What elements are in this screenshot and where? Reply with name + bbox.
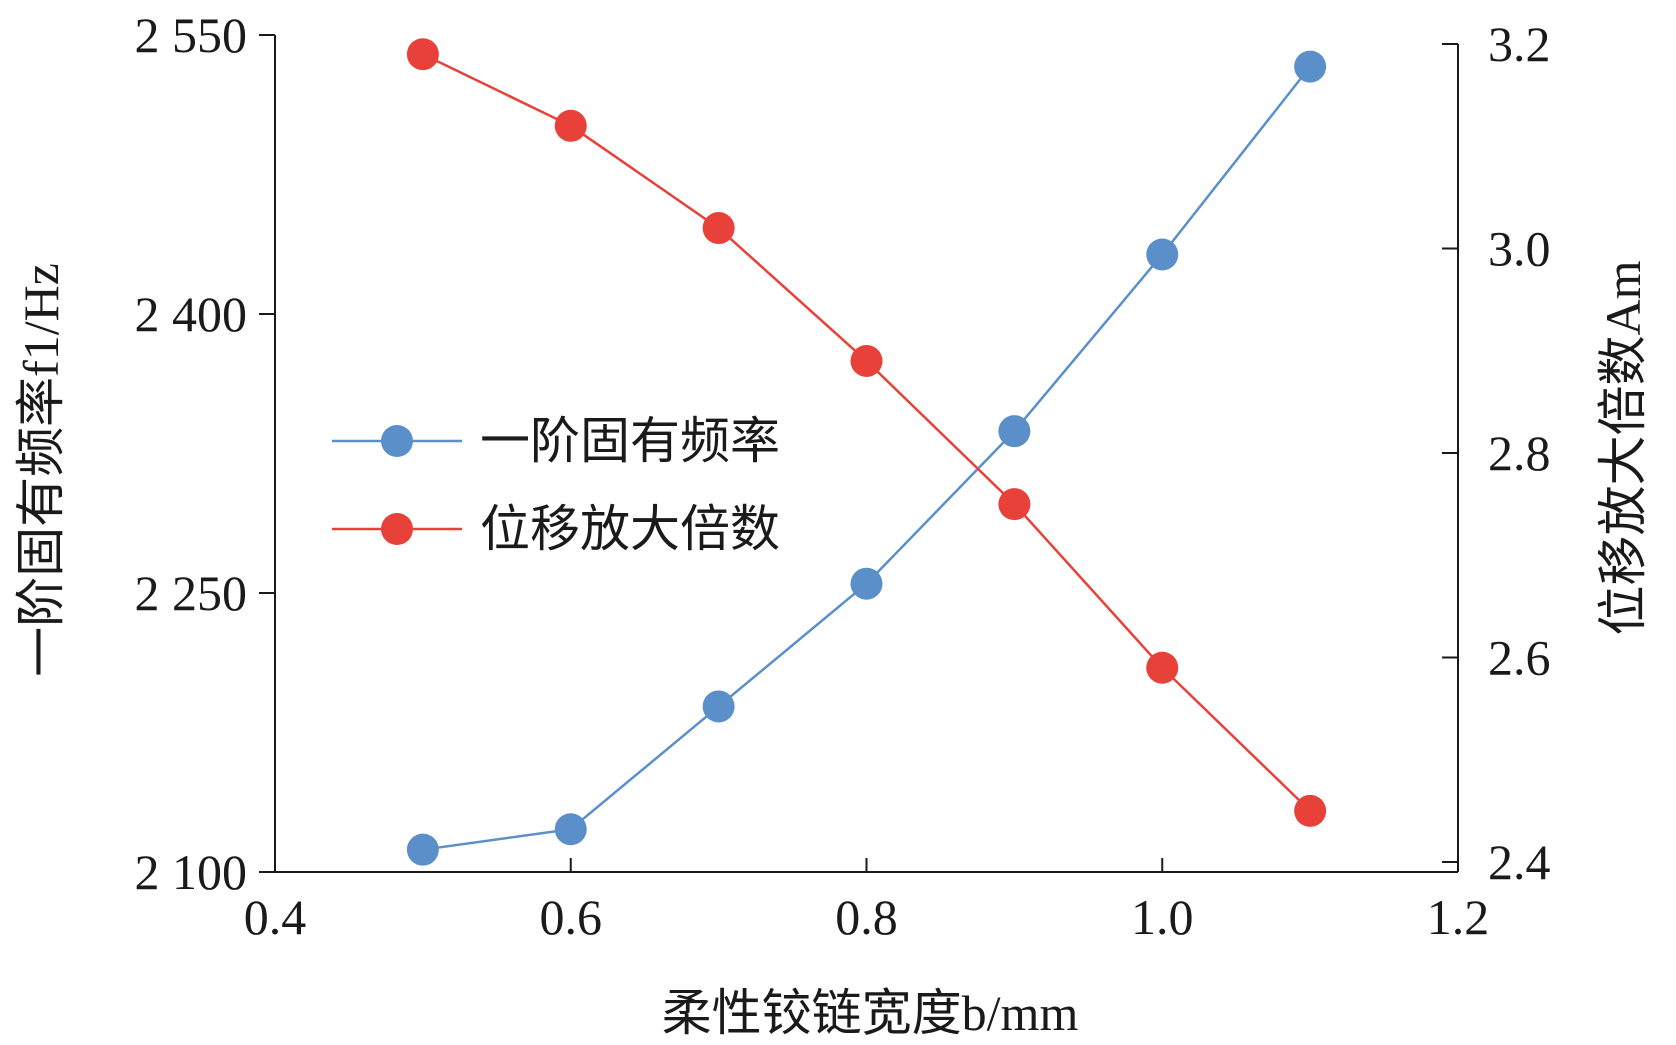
data-point-series-1 <box>1146 238 1179 271</box>
x-tick-label: 0.6 <box>540 889 603 945</box>
data-point-series-2 <box>554 109 587 142</box>
x-ticks: 0.4 0.6 0.8 1.0 1.2 <box>244 858 1490 945</box>
y-left-ticks: 2 100 2 250 2 400 2 550 <box>135 7 275 900</box>
y-left-tick-label: 2 550 <box>135 7 248 63</box>
y-right-tick-label: 3.0 <box>1488 221 1551 277</box>
data-point-series-2 <box>1294 794 1327 827</box>
axes <box>274 35 1459 873</box>
y-right-tick-label: 3.2 <box>1488 16 1551 72</box>
y-right-ticks: 2.4 2.6 2.8 3.0 3.2 <box>1442 16 1551 890</box>
data-point-series-1 <box>1294 50 1327 83</box>
legend-marker-2 <box>381 513 413 545</box>
y-right-tick-label: 2.8 <box>1488 425 1551 481</box>
x-tick-label: 0.4 <box>244 889 307 945</box>
data-point-series-1 <box>850 567 883 600</box>
data-point-series-1 <box>702 690 735 723</box>
y-left-tick-label: 2 250 <box>135 565 248 621</box>
data-point-series-1 <box>998 415 1031 448</box>
y-right-tick-label: 2.4 <box>1488 834 1551 890</box>
data-point-series-2 <box>998 488 1031 521</box>
data-point-series-2 <box>406 38 439 71</box>
ylabel-left-text: 一阶固有频率f1/Hz <box>13 263 69 677</box>
y-axis-right-label: 位移放大倍数Am <box>1595 260 1651 635</box>
x-tick-label: 1.0 <box>1131 889 1194 945</box>
legend-marker-1 <box>381 425 413 457</box>
data-point-series-1 <box>406 833 439 866</box>
data-point-series-1 <box>554 813 587 846</box>
data-point-series-2 <box>702 212 735 245</box>
data-point-series-2 <box>1146 651 1179 684</box>
series-layer <box>406 38 1327 866</box>
y-left-tick-label: 2 400 <box>135 286 248 342</box>
data-point-series-2 <box>850 344 883 377</box>
ylabel-right-text: 位移放大倍数Am <box>1595 260 1651 635</box>
y-right-tick-label: 2.6 <box>1488 630 1551 686</box>
x-tick-label: 1.2 <box>1427 889 1490 945</box>
x-axis-label: 柔性铰链宽度b/mm <box>662 985 1079 1041</box>
y-axis-left-label: 一阶固有频率f1/Hz <box>13 263 69 677</box>
legend-label-1: 一阶固有频率 <box>480 413 780 469</box>
y-left-tick-label: 2 100 <box>135 844 248 900</box>
x-tick-label: 0.8 <box>835 889 898 945</box>
legend-label-2: 位移放大倍数 <box>480 501 780 557</box>
